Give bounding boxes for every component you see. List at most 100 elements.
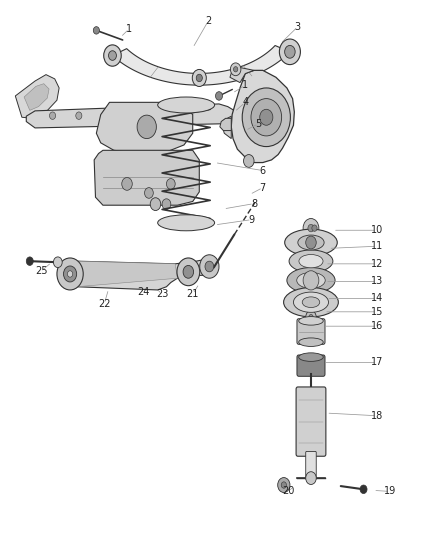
Circle shape: [145, 188, 153, 198]
Text: 24: 24: [138, 287, 150, 297]
Text: 25: 25: [35, 266, 48, 276]
Circle shape: [306, 236, 316, 249]
Polygon shape: [15, 75, 59, 118]
Ellipse shape: [158, 97, 215, 113]
Circle shape: [150, 198, 161, 211]
Ellipse shape: [299, 317, 323, 325]
Circle shape: [303, 219, 319, 238]
Circle shape: [205, 261, 214, 272]
Ellipse shape: [299, 338, 323, 346]
Circle shape: [360, 485, 367, 494]
Ellipse shape: [297, 272, 325, 288]
Text: 6: 6: [260, 166, 266, 175]
Circle shape: [104, 45, 121, 66]
Circle shape: [303, 271, 319, 290]
Circle shape: [244, 155, 254, 167]
Polygon shape: [223, 116, 231, 139]
Polygon shape: [77, 261, 177, 287]
Circle shape: [312, 225, 317, 231]
Circle shape: [109, 51, 117, 60]
Circle shape: [76, 112, 82, 119]
Text: 1: 1: [242, 80, 248, 90]
Circle shape: [137, 115, 156, 139]
Circle shape: [230, 63, 241, 76]
FancyBboxPatch shape: [297, 355, 325, 376]
Polygon shape: [113, 45, 290, 85]
Circle shape: [306, 472, 316, 484]
Text: 15: 15: [371, 307, 383, 317]
Circle shape: [215, 92, 223, 100]
Circle shape: [166, 179, 175, 189]
Text: 16: 16: [371, 321, 383, 331]
Polygon shape: [24, 84, 49, 110]
Circle shape: [306, 311, 316, 324]
Text: 23: 23: [156, 289, 168, 299]
Circle shape: [279, 39, 300, 64]
Circle shape: [308, 224, 314, 232]
Text: 20: 20: [282, 487, 294, 496]
Text: 11: 11: [371, 241, 383, 251]
Circle shape: [192, 69, 206, 86]
Ellipse shape: [299, 255, 323, 268]
Circle shape: [155, 112, 161, 119]
Text: 12: 12: [371, 259, 383, 269]
FancyBboxPatch shape: [306, 451, 316, 479]
Text: 9: 9: [249, 215, 255, 224]
Circle shape: [49, 112, 56, 119]
Circle shape: [309, 314, 313, 320]
FancyBboxPatch shape: [296, 387, 326, 456]
Circle shape: [162, 199, 171, 209]
Circle shape: [177, 258, 200, 286]
Text: 10: 10: [371, 225, 383, 235]
Text: 19: 19: [384, 487, 396, 496]
Text: 17: 17: [371, 358, 383, 367]
Circle shape: [128, 112, 134, 119]
Circle shape: [233, 67, 238, 72]
Polygon shape: [220, 118, 231, 131]
Circle shape: [93, 27, 99, 34]
Text: 7: 7: [260, 183, 266, 192]
Circle shape: [57, 258, 83, 290]
Circle shape: [260, 109, 273, 125]
Circle shape: [251, 99, 282, 136]
Ellipse shape: [299, 353, 323, 361]
Circle shape: [200, 255, 219, 278]
Circle shape: [67, 271, 73, 277]
Circle shape: [196, 74, 202, 82]
Ellipse shape: [302, 297, 320, 308]
Circle shape: [102, 112, 108, 119]
Text: 13: 13: [371, 277, 383, 286]
Circle shape: [53, 257, 62, 268]
Text: 5: 5: [255, 119, 261, 128]
Ellipse shape: [283, 288, 338, 317]
Circle shape: [242, 88, 290, 147]
Text: 21: 21: [187, 289, 199, 299]
Polygon shape: [230, 67, 254, 83]
Polygon shape: [94, 150, 199, 205]
Text: 14: 14: [371, 294, 383, 303]
Text: 2: 2: [205, 17, 211, 26]
Text: 18: 18: [371, 411, 383, 421]
Circle shape: [64, 266, 77, 282]
Text: 22: 22: [98, 299, 110, 309]
Polygon shape: [96, 102, 193, 154]
Polygon shape: [231, 70, 294, 163]
Text: 1: 1: [126, 24, 132, 34]
Ellipse shape: [158, 215, 215, 231]
Text: 4: 4: [242, 98, 248, 107]
Circle shape: [26, 257, 33, 265]
Ellipse shape: [285, 229, 337, 256]
Polygon shape: [26, 104, 237, 128]
Circle shape: [278, 478, 290, 492]
Circle shape: [122, 177, 132, 190]
Text: 3: 3: [295, 22, 301, 31]
Ellipse shape: [293, 292, 328, 312]
Circle shape: [181, 112, 187, 119]
Ellipse shape: [289, 250, 333, 272]
Text: 8: 8: [251, 199, 257, 208]
Circle shape: [183, 265, 194, 278]
Circle shape: [285, 45, 295, 58]
Polygon shape: [61, 259, 218, 290]
Circle shape: [281, 482, 286, 488]
Ellipse shape: [298, 235, 324, 250]
